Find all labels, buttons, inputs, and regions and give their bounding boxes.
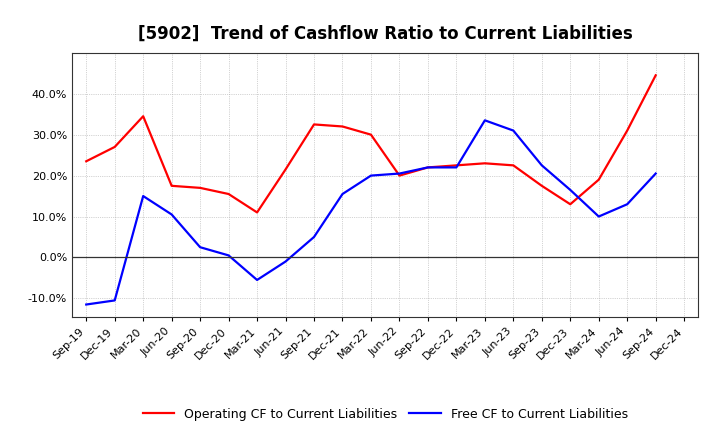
Operating CF to Current Liabilities xyxy=(537,183,546,188)
Free CF to Current Liabilities xyxy=(623,202,631,207)
Line: Free CF to Current Liabilities: Free CF to Current Liabilities xyxy=(86,120,656,304)
Free CF to Current Liabilities xyxy=(253,277,261,282)
Line: Operating CF to Current Liabilities: Operating CF to Current Liabilities xyxy=(86,75,656,213)
Operating CF to Current Liabilities xyxy=(652,73,660,78)
Free CF to Current Liabilities xyxy=(167,212,176,217)
Operating CF to Current Liabilities xyxy=(480,161,489,166)
Free CF to Current Liabilities xyxy=(282,259,290,264)
Free CF to Current Liabilities xyxy=(595,214,603,219)
Free CF to Current Liabilities xyxy=(395,171,404,176)
Free CF to Current Liabilities xyxy=(652,171,660,176)
Free CF to Current Liabilities xyxy=(225,253,233,258)
Operating CF to Current Liabilities xyxy=(167,183,176,188)
Free CF to Current Liabilities xyxy=(509,128,518,133)
Free CF to Current Liabilities xyxy=(110,298,119,303)
Operating CF to Current Liabilities xyxy=(566,202,575,207)
Free CF to Current Liabilities xyxy=(139,194,148,199)
Operating CF to Current Liabilities xyxy=(196,185,204,191)
Operating CF to Current Liabilities xyxy=(395,173,404,178)
Operating CF to Current Liabilities xyxy=(595,177,603,182)
Operating CF to Current Liabilities xyxy=(366,132,375,137)
Operating CF to Current Liabilities xyxy=(225,191,233,197)
Operating CF to Current Liabilities xyxy=(338,124,347,129)
Title: [5902]  Trend of Cashflow Ratio to Current Liabilities: [5902] Trend of Cashflow Ratio to Curren… xyxy=(138,25,633,43)
Operating CF to Current Liabilities xyxy=(423,165,432,170)
Free CF to Current Liabilities xyxy=(566,187,575,193)
Free CF to Current Liabilities xyxy=(196,245,204,250)
Operating CF to Current Liabilities xyxy=(253,210,261,215)
Operating CF to Current Liabilities xyxy=(509,163,518,168)
Operating CF to Current Liabilities xyxy=(82,159,91,164)
Free CF to Current Liabilities xyxy=(423,165,432,170)
Legend: Operating CF to Current Liabilities, Free CF to Current Liabilities: Operating CF to Current Liabilities, Fre… xyxy=(143,407,628,421)
Free CF to Current Liabilities xyxy=(452,165,461,170)
Free CF to Current Liabilities xyxy=(82,302,91,307)
Operating CF to Current Liabilities xyxy=(282,167,290,172)
Operating CF to Current Liabilities xyxy=(110,144,119,150)
Free CF to Current Liabilities xyxy=(310,235,318,240)
Free CF to Current Liabilities xyxy=(480,117,489,123)
Free CF to Current Liabilities xyxy=(537,163,546,168)
Operating CF to Current Liabilities xyxy=(452,163,461,168)
Operating CF to Current Liabilities xyxy=(310,122,318,127)
Free CF to Current Liabilities xyxy=(366,173,375,178)
Free CF to Current Liabilities xyxy=(338,191,347,197)
Operating CF to Current Liabilities xyxy=(139,114,148,119)
Operating CF to Current Liabilities xyxy=(623,128,631,133)
